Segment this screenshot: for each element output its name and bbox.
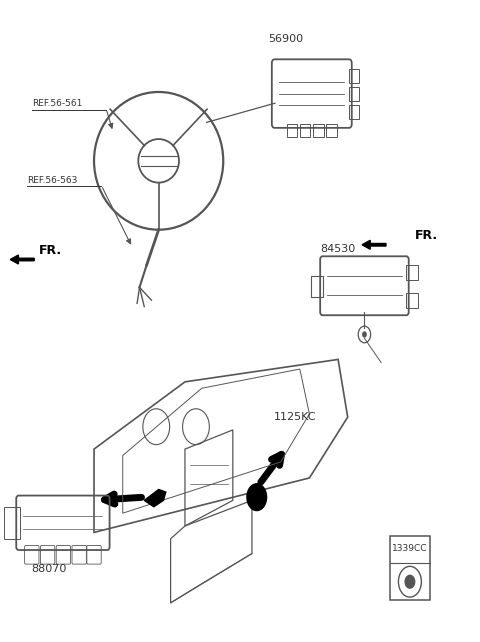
- Text: 1125KC: 1125KC: [274, 412, 316, 422]
- Circle shape: [362, 331, 367, 338]
- Text: REF.56-563: REF.56-563: [27, 177, 77, 186]
- Bar: [349, 87, 360, 101]
- Bar: [406, 265, 418, 280]
- Text: FR.: FR.: [415, 229, 438, 242]
- Bar: [390, 535, 430, 600]
- Polygon shape: [144, 489, 166, 507]
- Bar: [287, 124, 298, 137]
- Polygon shape: [362, 240, 386, 249]
- Bar: [311, 275, 323, 297]
- Text: 88070: 88070: [31, 564, 66, 574]
- Text: FR.: FR.: [39, 244, 62, 257]
- Bar: [349, 69, 360, 83]
- Text: 84530: 84530: [321, 245, 356, 254]
- Bar: [4, 507, 20, 539]
- Bar: [326, 124, 336, 137]
- Polygon shape: [10, 255, 34, 264]
- Text: REF.56-561: REF.56-561: [32, 100, 82, 108]
- Bar: [313, 124, 324, 137]
- Circle shape: [246, 483, 267, 511]
- Bar: [349, 105, 360, 119]
- Text: 56900: 56900: [268, 34, 303, 44]
- Text: 1339CC: 1339CC: [392, 544, 428, 553]
- Bar: [300, 124, 311, 137]
- Circle shape: [405, 575, 415, 588]
- Bar: [406, 293, 418, 308]
